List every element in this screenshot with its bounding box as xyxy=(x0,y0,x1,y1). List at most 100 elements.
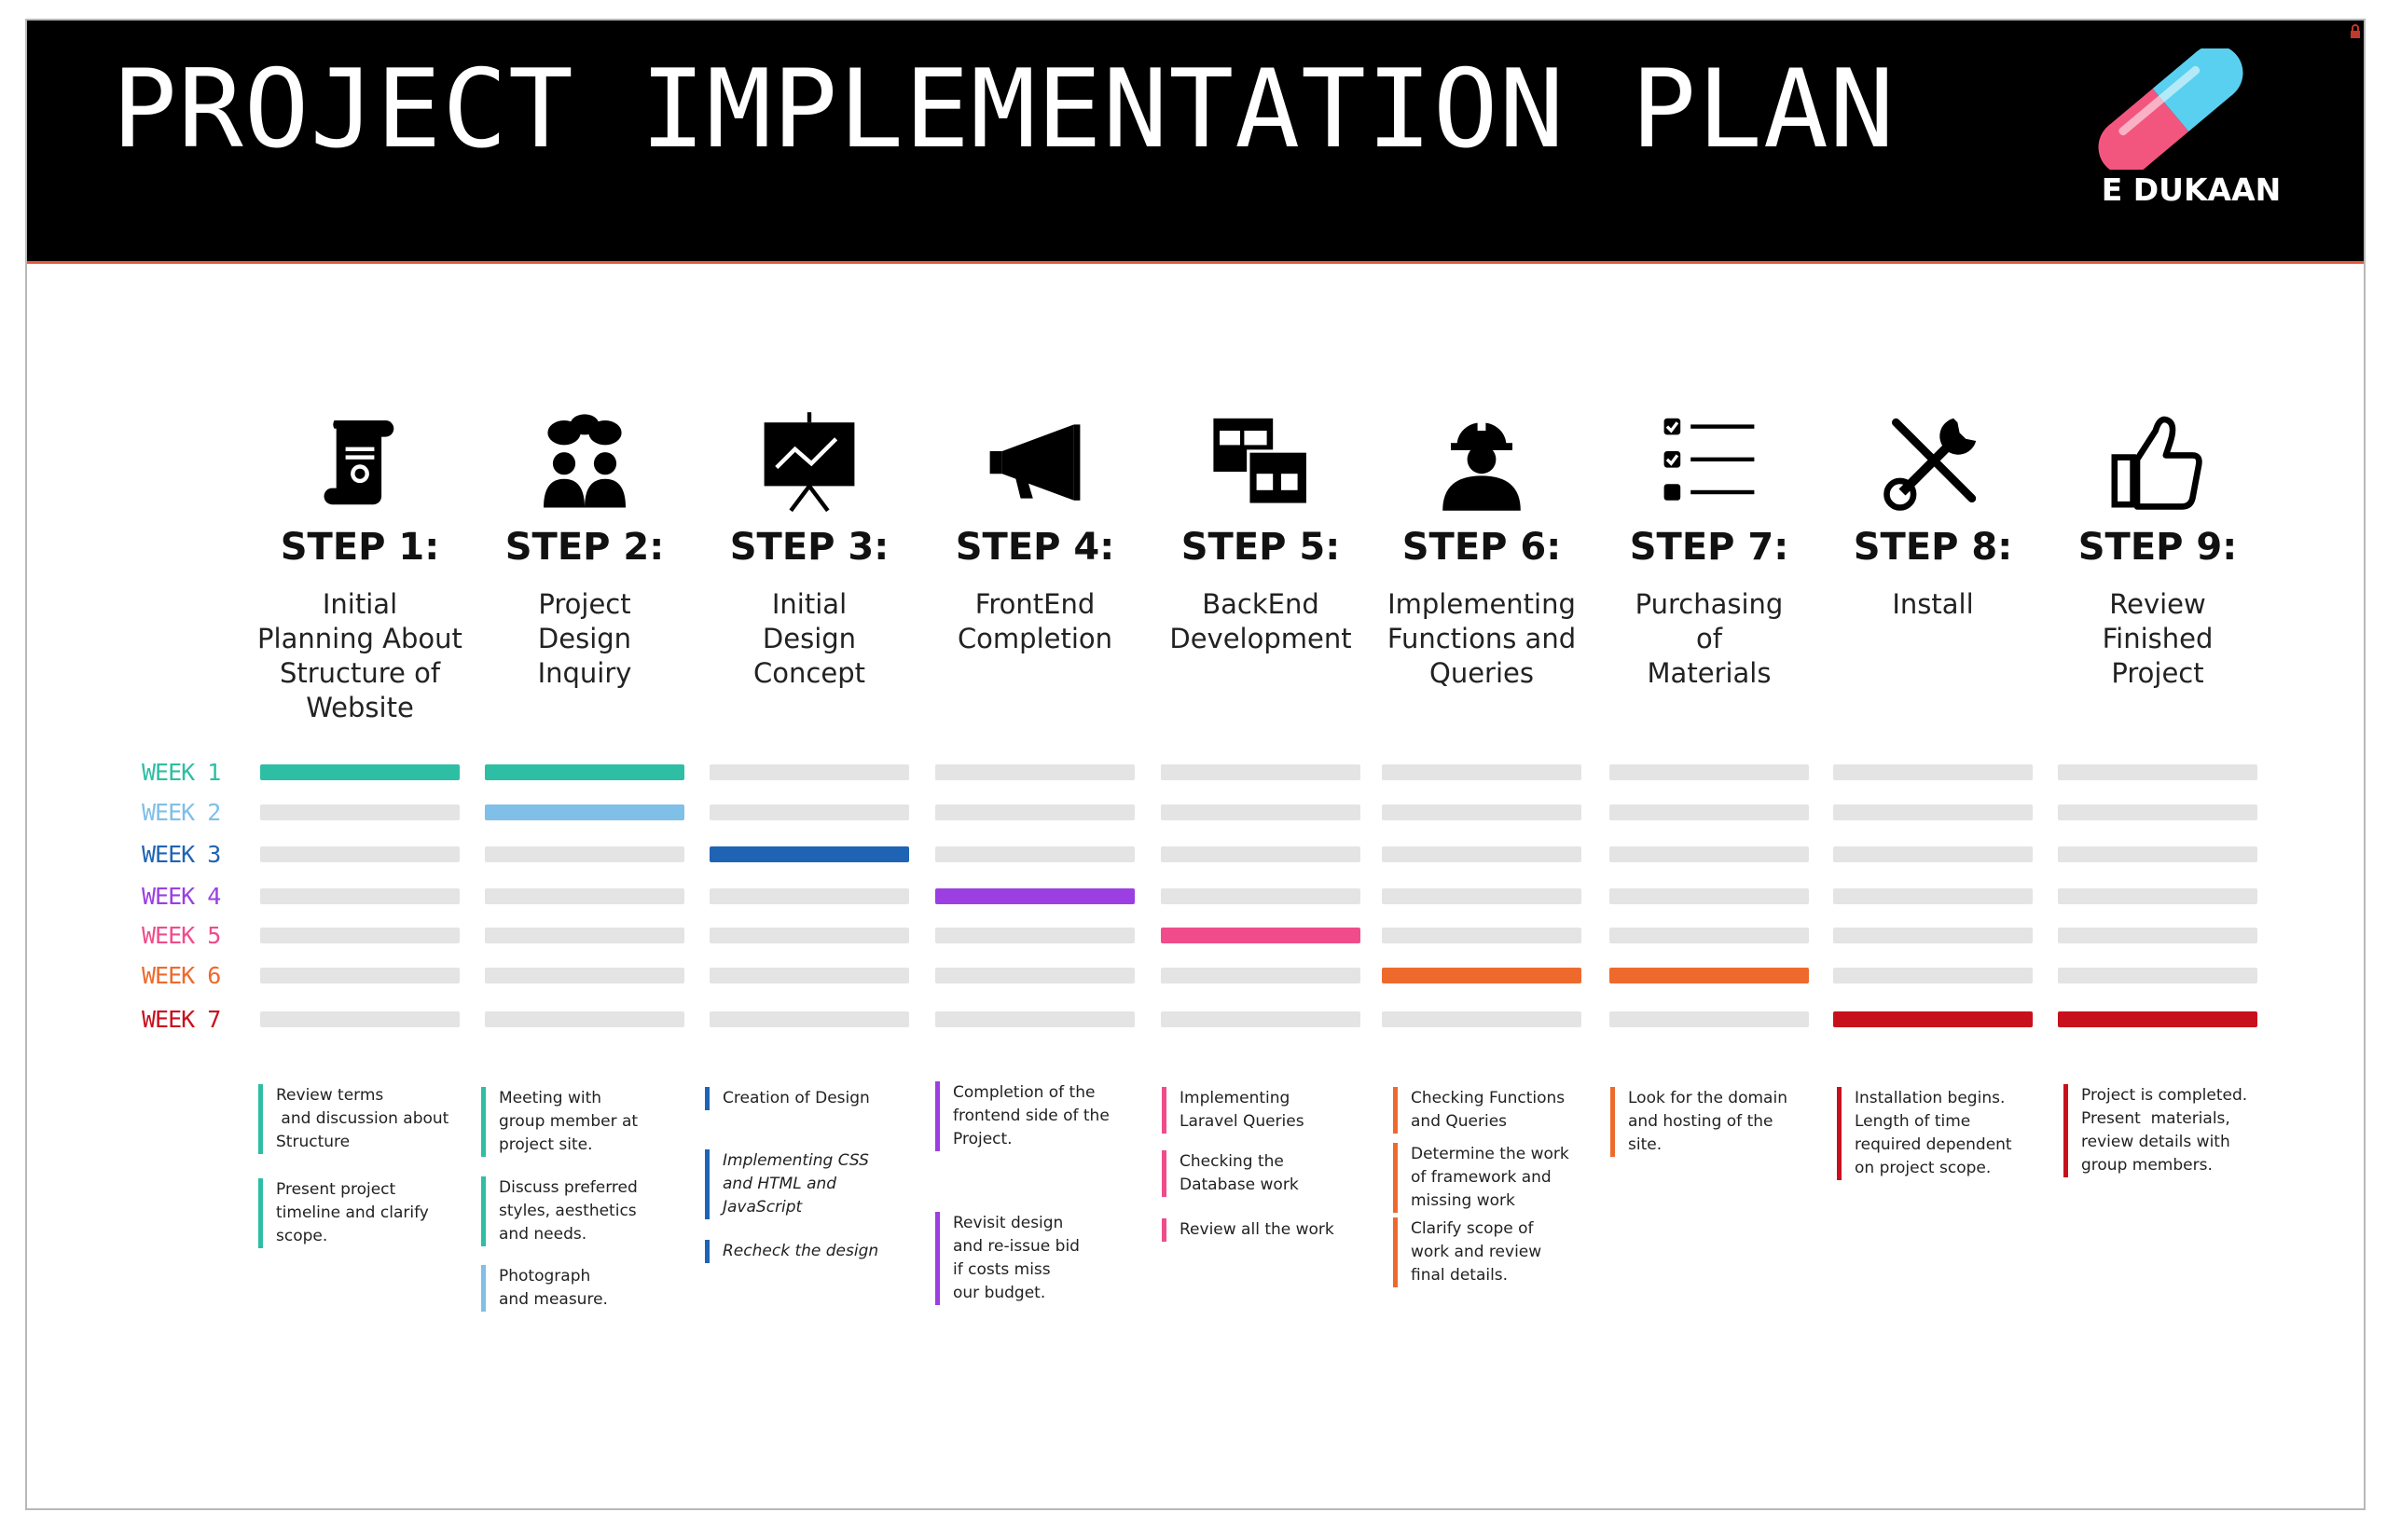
schedule-bar-empty xyxy=(485,968,684,983)
step-9: STEP 9: Review Finished Project xyxy=(2055,410,2260,691)
step-4-note: Revisit design and re-issue bid if costs m… xyxy=(935,1212,1080,1305)
step-description-line: Completion xyxy=(957,623,1113,654)
step-description: Purchasing of Materials xyxy=(1607,587,1812,691)
note-line: work and review xyxy=(1411,1243,1542,1261)
note-line: styles, aesthetics xyxy=(499,1202,637,1220)
note-line: of framework and xyxy=(1411,1168,1552,1187)
step-6-note: Determine the work of framework and missin… xyxy=(1393,1143,1569,1213)
step-description: Project Design Inquiry xyxy=(482,587,687,691)
note-line: and HTML and xyxy=(723,1175,837,1193)
schedule-bar-empty xyxy=(935,846,1135,862)
schedule-bar-empty xyxy=(1833,968,2033,983)
brand-name: E DUKAAN xyxy=(2101,172,2282,208)
step-2: STEP 2: Project Design Inquiry xyxy=(482,410,687,691)
schedule-bar-active xyxy=(260,764,460,780)
step-1: STEP 1: Initial Planning About Structure of… xyxy=(257,410,462,725)
step-1-note: Present project timeline and clarify scope… xyxy=(258,1178,429,1248)
schedule-bar-empty xyxy=(2058,928,2257,943)
note-line: Review terms xyxy=(276,1086,384,1105)
note-line: if costs miss xyxy=(953,1260,1051,1279)
step-label: STEP 8: xyxy=(1853,526,2013,569)
schedule-bar-empty xyxy=(710,968,909,983)
schedule-bar-empty xyxy=(2058,888,2257,904)
step-label: STEP 9: xyxy=(2077,526,2238,569)
step-description: BackEnd Development xyxy=(1158,587,1363,656)
schedule-bar-empty xyxy=(260,968,460,983)
note-line: missing work xyxy=(1411,1191,1515,1210)
note-line: Photograph xyxy=(499,1267,591,1286)
step-3: STEP 3: Initial Design Concept xyxy=(707,410,912,691)
step-description-line: Initial xyxy=(771,588,848,620)
step-description-line: Finished xyxy=(2102,623,2214,654)
schedule-bar-active xyxy=(485,804,684,820)
note-line: group member at xyxy=(499,1112,639,1131)
step-description: Review Finished Project xyxy=(2055,587,2260,691)
step-description-line: Queries xyxy=(1429,657,1534,689)
schedule-bar-empty xyxy=(935,764,1135,780)
step-7-note: Look for the domain and hosting of the sit… xyxy=(1610,1087,1787,1157)
note-line: and re-issue bid xyxy=(953,1237,1080,1256)
week-label-2: WEEK 2 xyxy=(142,799,221,826)
schedule-bar-empty xyxy=(2058,804,2257,820)
note-line: Laravel Queries xyxy=(1180,1112,1304,1131)
step-description: Implementing Functions and Queries xyxy=(1379,587,1584,691)
step-description-line: Purchasing xyxy=(1635,588,1784,620)
note-line: Database work xyxy=(1180,1176,1299,1194)
step-description-line: Planning About xyxy=(257,623,462,654)
step-label: STEP 1: xyxy=(280,526,440,569)
tools-icon xyxy=(1882,410,1984,513)
note-line: Structure xyxy=(276,1133,351,1151)
megaphone-icon xyxy=(984,410,1086,513)
schedule-bar-empty xyxy=(1833,804,2033,820)
week-label-4: WEEK 4 xyxy=(142,883,221,910)
schedule-bar-empty xyxy=(1382,928,1581,943)
step-description-line: Design xyxy=(762,623,857,654)
schedule-bar-empty xyxy=(1609,1011,1809,1027)
thumbs-up-icon xyxy=(2106,410,2209,513)
schedule-bar-empty xyxy=(1609,846,1809,862)
note-line: Determine the work xyxy=(1411,1145,1569,1163)
note-line: timeline and clarify xyxy=(276,1203,429,1222)
schedule-bar-empty xyxy=(2058,764,2257,780)
step-description-line: Concept xyxy=(753,657,865,689)
schedule-bar-active xyxy=(2058,1011,2257,1027)
schedule-bar-empty xyxy=(1161,1011,1360,1027)
step-description-line: Project xyxy=(2111,657,2204,689)
schedule-bar-empty xyxy=(1833,846,2033,862)
step-description-line: Inquiry xyxy=(537,657,632,689)
step-8: STEP 8: Install xyxy=(1830,410,2035,622)
step-5-note: Implementing Laravel Queries xyxy=(1162,1087,1304,1134)
schedule-bar-empty xyxy=(1161,846,1360,862)
step-description-line: Structure of xyxy=(279,657,441,689)
step-4: STEP 4: FrontEnd Completion xyxy=(932,410,1138,656)
schedule-bar-empty xyxy=(935,1011,1135,1027)
week-label-6: WEEK 6 xyxy=(142,962,221,989)
note-line: review details with xyxy=(2081,1133,2230,1151)
step-description: FrontEnd Completion xyxy=(932,587,1138,656)
schedule-bar-empty xyxy=(260,928,460,943)
schedule-bar-empty xyxy=(1609,804,1809,820)
note-line: Installation begins. xyxy=(1855,1089,2006,1107)
schedule-bar-empty xyxy=(260,804,460,820)
step-description: Initial Planning About Structure of Website xyxy=(257,587,462,725)
note-line: Implementing xyxy=(1180,1089,1290,1107)
step-description-line: Design xyxy=(537,623,632,654)
schedule-bar-empty xyxy=(485,888,684,904)
note-line: required dependent xyxy=(1855,1135,2012,1154)
note-line: JavaScript xyxy=(723,1198,803,1217)
schedule-bar-empty xyxy=(1382,888,1581,904)
schedule-bar-empty xyxy=(260,888,460,904)
week-label-7: WEEK 7 xyxy=(142,1006,221,1033)
note-line: Recheck the design xyxy=(723,1242,879,1260)
lock-icon xyxy=(2351,24,2360,38)
schedule-bar-empty xyxy=(1161,764,1360,780)
step-4-note: Completion of the frontend side of the Pro… xyxy=(935,1081,1110,1151)
schedule-bar-empty xyxy=(485,846,684,862)
step-8-note: Installation begins. Length of time requir… xyxy=(1837,1087,2012,1180)
schedule-bar-empty xyxy=(1833,888,2033,904)
brand-logo: E DUKAAN xyxy=(2089,45,2281,208)
schedule-bar-empty xyxy=(1382,846,1581,862)
note-line: Revisit design xyxy=(953,1214,1064,1232)
schedule-bar-empty xyxy=(935,928,1135,943)
note-line: Clarify scope of xyxy=(1411,1219,1534,1238)
